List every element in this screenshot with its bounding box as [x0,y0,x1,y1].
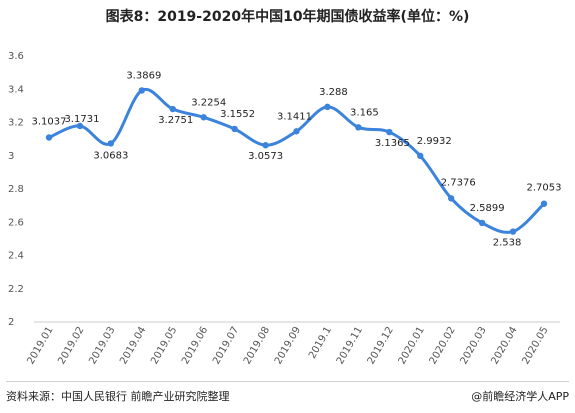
data-label: 3.165 [350,107,379,118]
data-point [169,105,176,113]
data-label: 2.7376 [441,177,476,188]
y-tick-label: 2.6 [8,217,24,228]
data-label: 2.5899 [470,203,505,214]
y-tick-label: 3.6 [8,51,24,62]
y-tick-label: 3.4 [8,84,24,95]
data-label: 2.9932 [417,136,452,147]
x-tick-label: 2019.01 [25,325,55,366]
data-point [478,219,486,227]
data-label: 3.1365 [375,138,410,149]
data-point [231,125,238,133]
data-point [540,200,548,207]
x-tick-label: 2019.08 [242,325,272,366]
data-label: 3.288 [319,87,348,98]
data-point [355,124,362,131]
data-point [324,103,331,111]
data-label: 3.3869 [126,70,161,81]
data-label: 3.2751 [158,115,193,126]
data-points [45,87,548,235]
data-point [138,87,146,94]
data-point [293,128,300,135]
footer: 资料来源：中国人民银行 前瞻产业研究院整理 @前瞻经济学人APP [6,381,569,405]
x-tick-label: 2019.02 [56,325,86,366]
data-label: 3.1731 [64,114,99,125]
data-label: 3.0573 [248,151,283,162]
x-tick-label: 2020.05 [520,325,550,366]
x-tick-label: 2019.09 [273,325,303,366]
data-point [509,228,517,235]
x-tick-label: 2020.02 [428,325,458,366]
data-point [447,195,455,202]
data-point [107,140,115,147]
data-label: 2.538 [493,238,522,249]
data-point [76,122,84,130]
x-tick-label: 2019.12 [366,325,396,366]
x-tick-label: 2019.04 [118,325,148,366]
data-point [45,134,53,141]
y-tick-label: 2.4 [8,251,24,262]
x-tick-label: 2020.04 [489,325,519,366]
data-point [417,152,424,160]
y-tick-label: 3 [8,151,14,162]
x-tick-label: 2019.07 [211,325,241,366]
x-tick-label: 2019.06 [180,325,210,366]
y-axis: 3.6 3.4 3.2 3 2.8 2.6 2.4 2.2 2 [8,51,24,328]
data-label: 3.0683 [93,150,128,161]
x-tick-label: 2020.01 [397,325,427,366]
x-tick-label: 2020.03 [459,325,489,366]
x-tick-label: 2019.1 [307,325,334,361]
data-label: 3.2254 [191,97,226,108]
y-tick-label: 2.8 [8,184,24,195]
data-point [386,128,393,136]
data-label: 2.7053 [527,183,562,194]
y-tick-label: 2.2 [8,284,24,295]
line-chart: 3.63.43.232.82.62.42.22 2019.01 2019.02 20… [8,51,562,366]
data-point [200,114,207,121]
x-axis: 2019.01 2019.02 2019.03 2019.04 2019.05 2019.… [25,325,550,366]
y-tick-label: 2 [8,317,14,328]
source-note: 资料来源：中国人民银行 前瞻产业研究院整理 [6,390,230,403]
x-tick-label: 2019.05 [149,325,179,366]
x-tick-label: 2019.03 [87,325,117,366]
chart-title: 图表8：2019-2020年中国10年期国债收益率(单位：%) [105,9,470,25]
data-label: 3.1411 [277,111,312,122]
data-label: 3.1037 [32,117,67,128]
y-tick-label: 3.2 [8,118,24,129]
data-point [262,142,269,149]
x-tick-label: 2019.11 [335,325,365,366]
data-label: 3.1552 [220,109,255,120]
brand-credit: @前瞻经济学人APP [471,390,569,403]
